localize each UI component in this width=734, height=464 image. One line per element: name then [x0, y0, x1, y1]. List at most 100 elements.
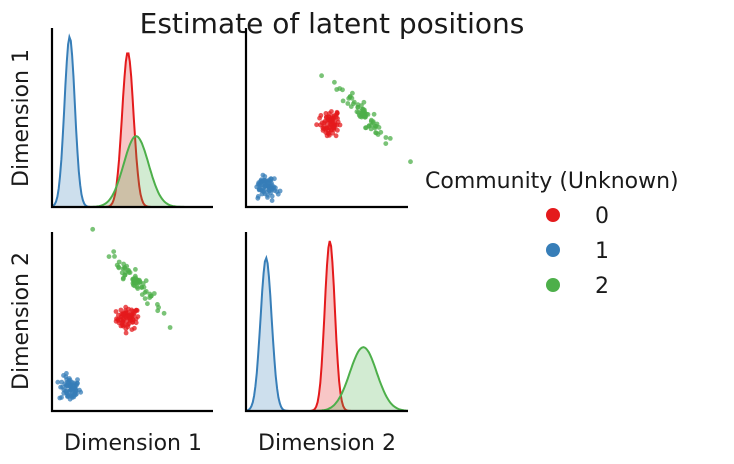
- scatter-point-community-1: [266, 180, 272, 186]
- scatter-point-community-0: [133, 320, 139, 326]
- scatter-point-community-2: [383, 141, 389, 147]
- scatter-point-community-1: [266, 188, 271, 194]
- scatter-point-community-0: [118, 307, 124, 313]
- scatter-point-community-0: [135, 314, 141, 319]
- legend: Community (Unknown) 0 1 2: [425, 169, 679, 299]
- scatter-point-community-1: [255, 194, 261, 199]
- scatter-point-community-2: [383, 135, 389, 140]
- scatter-point-community-2: [167, 325, 173, 330]
- scatter-point-community-0: [329, 109, 334, 114]
- legend-marker-1: [546, 243, 560, 257]
- scatter-point-community-2: [369, 122, 374, 128]
- scatter-point-community-1: [69, 392, 75, 397]
- scatter-point-community-1: [269, 186, 275, 192]
- scatter-point-community-0: [319, 120, 325, 126]
- scatter-point-community-0: [130, 317, 136, 323]
- scatter-point-community-2: [370, 119, 376, 125]
- scatter-point-community-2: [345, 101, 351, 106]
- scatter-point-community-2: [340, 98, 346, 104]
- scatter-point-community-0: [129, 327, 135, 332]
- scatter-point-community-1: [59, 395, 64, 400]
- scatter-point-community-0: [331, 125, 337, 130]
- scatter-point-community-1: [269, 193, 275, 199]
- scatter-point-community-2: [131, 276, 137, 282]
- scatter-point-community-1: [61, 373, 66, 378]
- scatter-point-community-0: [116, 320, 122, 326]
- scatter-point-community-1: [254, 184, 260, 190]
- scatter-point-community-2: [106, 254, 112, 259]
- scatter-point-community-1: [59, 379, 65, 385]
- scatter-point-community-1: [63, 388, 68, 394]
- legend-label-2: 2: [595, 274, 609, 299]
- scatter-point-community-1: [71, 383, 76, 389]
- scatter-point-community-2: [372, 124, 378, 129]
- scatter-point-community-2: [143, 278, 149, 284]
- scatter-point-community-2: [120, 276, 126, 282]
- density-fill-community-2: [246, 347, 408, 411]
- scatter-point-community-2: [362, 113, 368, 119]
- scatter-point-community-2: [143, 289, 149, 294]
- scatter-point-community-2: [368, 126, 374, 132]
- scatter-point-community-1: [60, 384, 65, 390]
- x-axis-label-dimension-1: Dimension 1: [64, 431, 202, 456]
- scatter-point-community-0: [321, 126, 327, 132]
- scatter-point-community-1: [66, 380, 71, 385]
- scatter-point-community-0: [335, 127, 340, 133]
- scatter-point-community-2: [112, 254, 117, 259]
- chart-title: Estimate of latent positions: [140, 7, 525, 40]
- scatter-point-community-1: [258, 182, 264, 188]
- panel-dim1-vs-dim2-scatter: [254, 73, 413, 204]
- scatter-point-community-2: [161, 310, 167, 316]
- scatter-point-community-2: [134, 284, 140, 290]
- scatter-point-community-0: [327, 125, 332, 131]
- scatter-point-community-0: [121, 311, 126, 317]
- scatter-point-community-1: [262, 182, 268, 188]
- density-fill-community-2: [52, 136, 213, 207]
- scatter-point-community-1: [261, 189, 267, 195]
- scatter-point-community-2: [363, 125, 368, 131]
- scatter-point-community-1: [275, 191, 281, 197]
- scatter-point-community-0: [113, 309, 119, 314]
- scatter-point-community-1: [272, 176, 277, 182]
- legend-marker-0: [546, 208, 560, 222]
- scatter-point-community-2: [141, 284, 147, 290]
- scatter-point-community-0: [123, 330, 129, 336]
- scatter-point-community-0: [317, 115, 322, 121]
- scatter-point-community-2: [123, 270, 128, 275]
- scatter-point-community-0: [314, 122, 319, 128]
- scatter-point-community-1: [55, 379, 61, 385]
- scatter-point-community-0: [134, 307, 139, 313]
- y-axis-label-dimension-2: Dimension 2: [9, 252, 34, 390]
- scatter-point-community-2: [387, 136, 393, 141]
- scatter-point-community-0: [323, 130, 329, 136]
- panel-dim2-vs-dim1-scatter: [55, 226, 173, 402]
- density-fill-community-1: [246, 258, 408, 411]
- scatter-point-community-1: [265, 192, 270, 198]
- scatter-point-community-2: [90, 226, 96, 232]
- scatter-point-community-0: [334, 110, 340, 116]
- scatter-point-community-1: [262, 174, 268, 179]
- scatter-point-community-0: [328, 118, 334, 124]
- scatter-point-community-1: [69, 387, 75, 393]
- scatter-point-community-2: [375, 132, 381, 137]
- scatter-point-community-2: [371, 111, 377, 117]
- scatter-point-community-0: [333, 114, 339, 120]
- scatter-point-community-0: [323, 111, 329, 116]
- scatter-point-community-2: [133, 267, 138, 272]
- scatter-point-community-0: [126, 306, 131, 312]
- scatter-point-community-1: [67, 396, 73, 402]
- scatter-point-community-1: [269, 198, 275, 204]
- scatter-point-community-0: [120, 322, 125, 328]
- scatter-point-community-2: [145, 301, 150, 307]
- scatter-point-community-2: [319, 73, 324, 79]
- panel-dim2-density: [245, 240, 409, 412]
- density-fill-community-0: [246, 241, 408, 411]
- scatter-point-community-0: [130, 308, 136, 314]
- scatter-point-community-2: [337, 86, 343, 91]
- legend-label-1: 1: [595, 239, 609, 264]
- scatter-point-community-0: [333, 133, 339, 139]
- scatter-point-community-2: [149, 293, 154, 299]
- scatter-point-community-2: [347, 94, 353, 99]
- scatter-point-community-2: [156, 305, 162, 310]
